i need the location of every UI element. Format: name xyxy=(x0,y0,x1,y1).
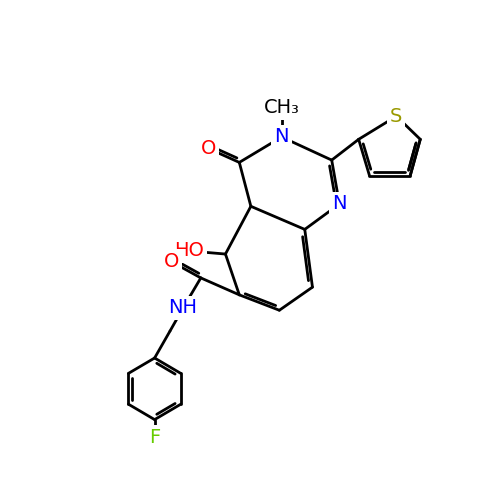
Text: F: F xyxy=(149,428,160,447)
Text: NH: NH xyxy=(168,298,198,318)
Text: CH₃: CH₃ xyxy=(264,98,300,117)
Text: N: N xyxy=(274,128,289,146)
Text: N: N xyxy=(332,194,346,214)
Text: S: S xyxy=(390,106,402,126)
Text: O: O xyxy=(164,252,179,271)
Text: HO: HO xyxy=(174,242,204,260)
Text: O: O xyxy=(201,139,216,158)
